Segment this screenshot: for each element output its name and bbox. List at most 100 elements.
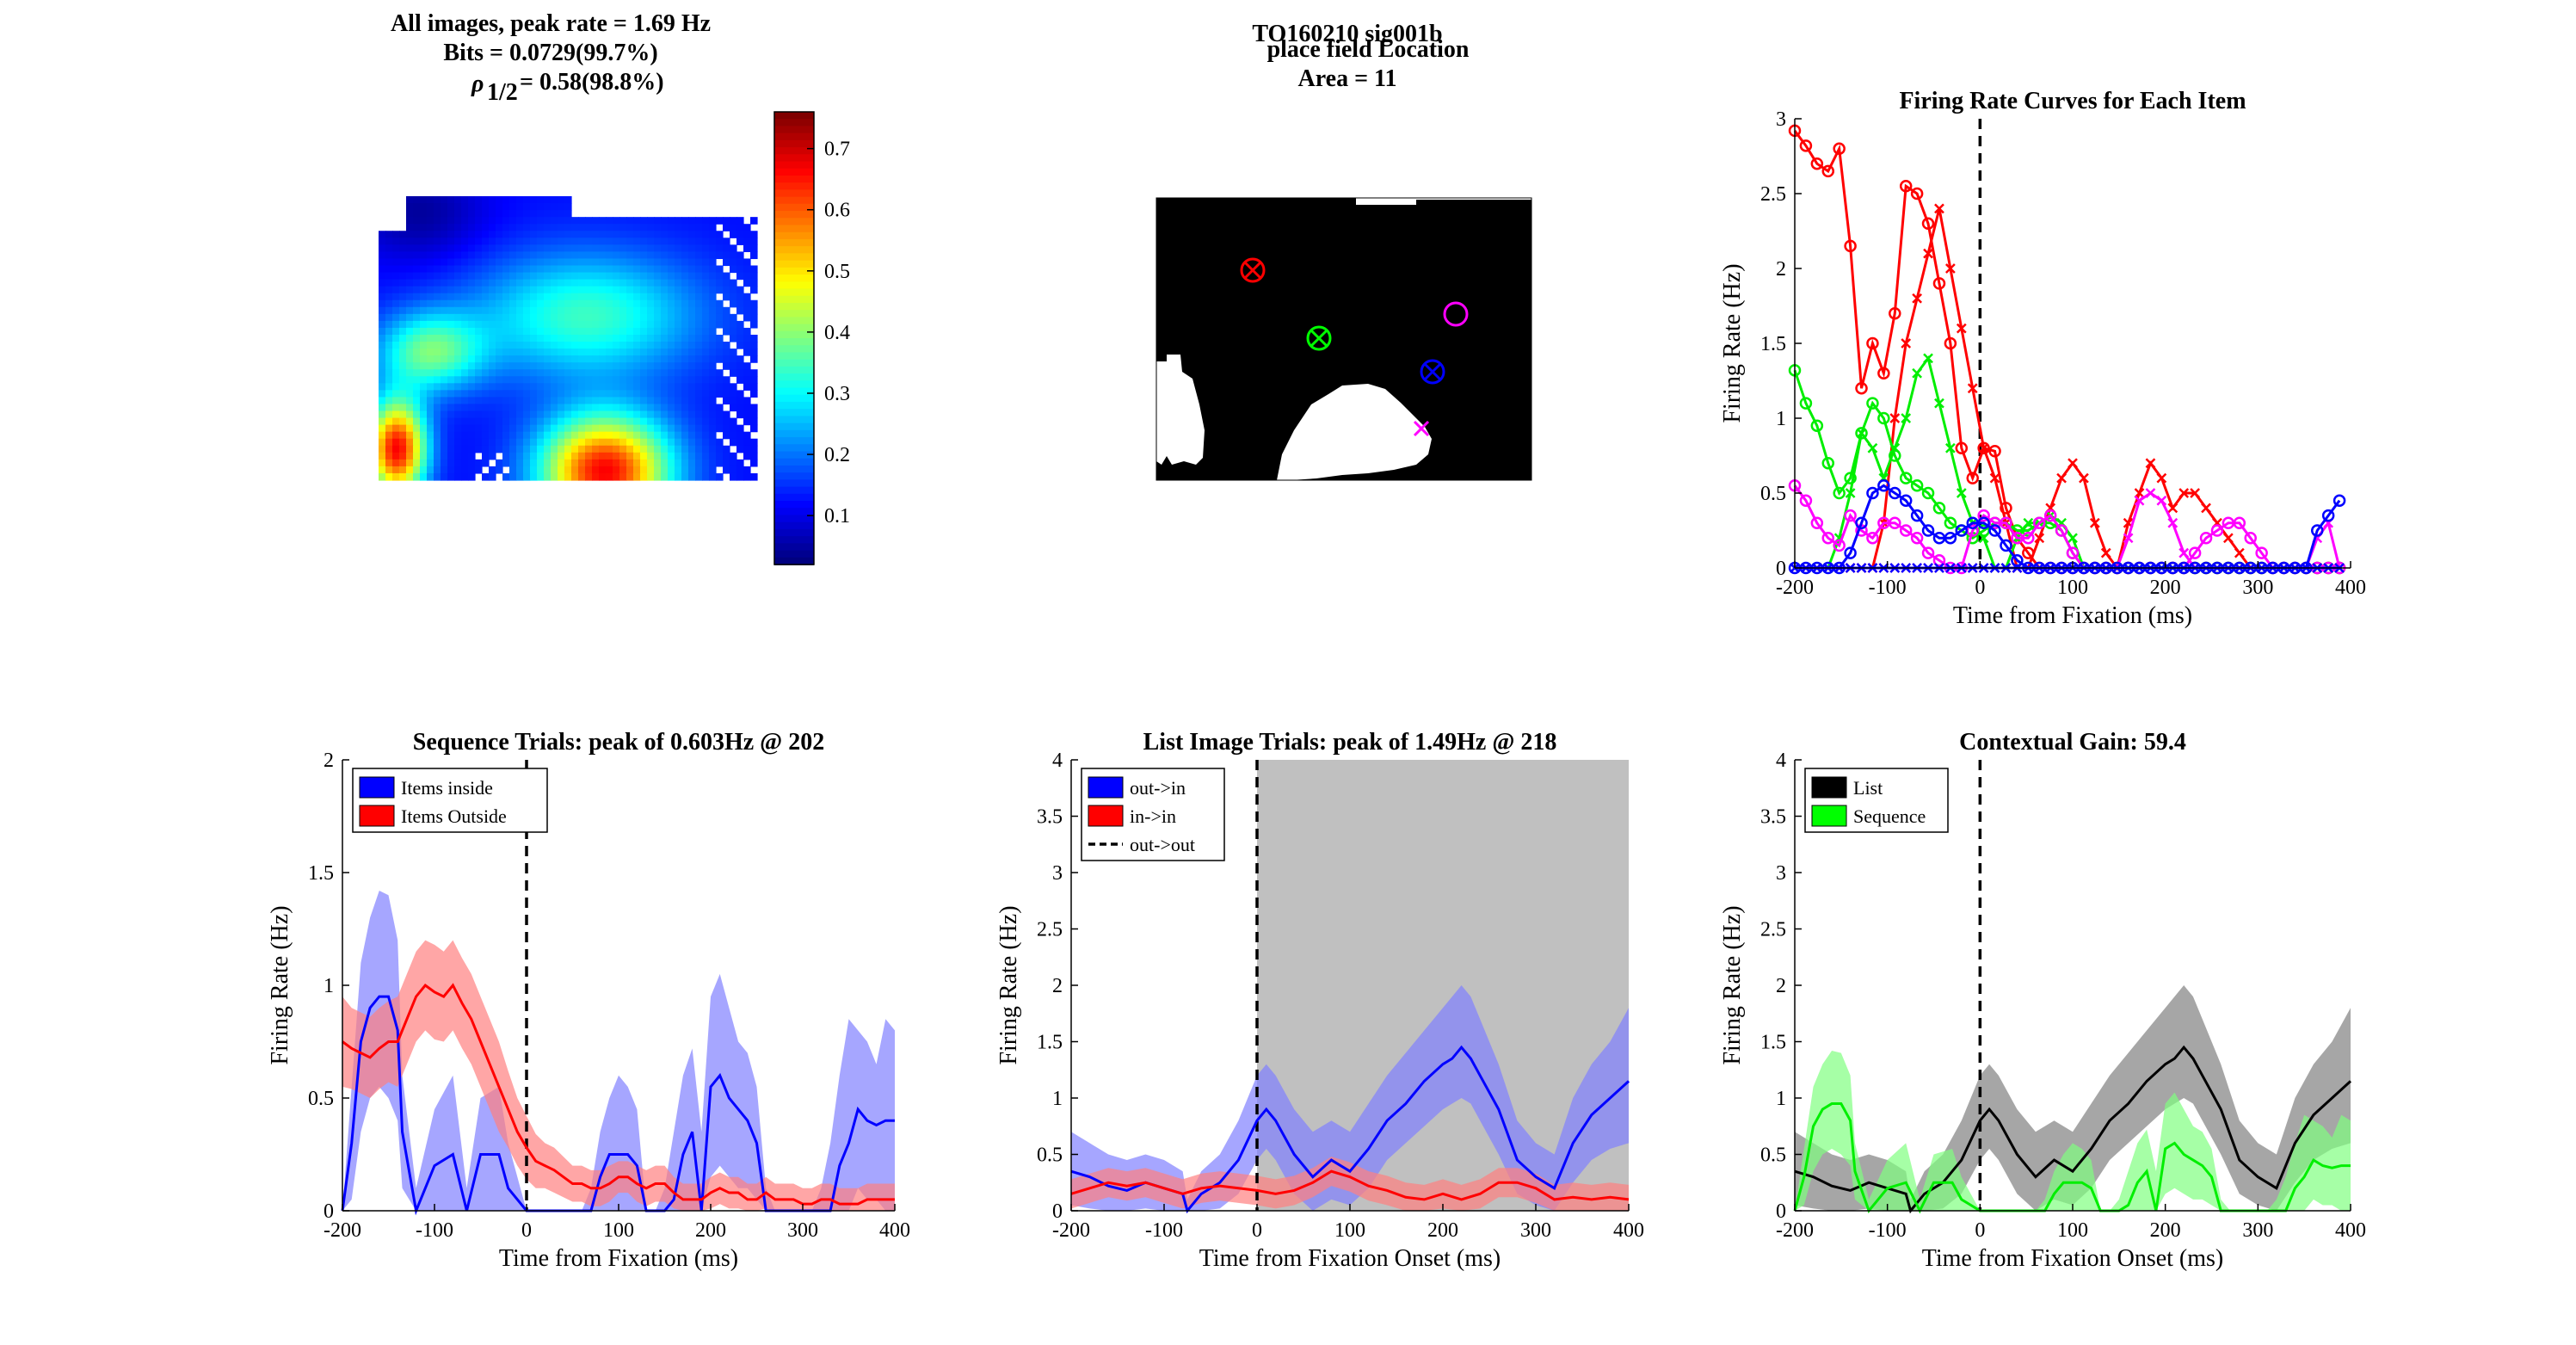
heatmap-cell (654, 299, 662, 308)
heatmap-cell (688, 397, 696, 405)
heatmap-cell (702, 410, 710, 419)
heatmap-cell (523, 210, 531, 218)
heatmap-cell (496, 196, 503, 204)
heatmap-cell (730, 313, 737, 322)
heatmap-cell (468, 438, 476, 447)
heatmap-cell (716, 244, 724, 252)
heatmap-cell (647, 320, 655, 329)
data-point (2043, 509, 2057, 522)
heatmap-cell (599, 342, 607, 349)
heatmap-cell (654, 217, 662, 225)
colorbar-segment (774, 161, 814, 170)
heatmap-cell (544, 349, 552, 356)
heatmap-cell (509, 431, 517, 440)
heatmap-cell (640, 231, 648, 238)
heatmap-cell (434, 244, 441, 252)
heatmap-cell (454, 238, 462, 245)
data-point (1856, 428, 1867, 439)
heatmap-cell (647, 265, 655, 274)
heatmap-cell (461, 355, 469, 363)
heatmap-cell (564, 383, 572, 391)
heatmap-cell (509, 445, 517, 453)
heatmap-cell (613, 231, 620, 238)
heatmap-cell (578, 397, 586, 405)
heatmap-cell (385, 445, 393, 453)
confidence-band (342, 940, 895, 1211)
data-point (1912, 367, 1923, 379)
heatmap-cell (482, 459, 490, 467)
heatmap-cell (468, 306, 476, 315)
heatmap-cell (379, 279, 386, 287)
heatmap-cell (681, 438, 689, 447)
heatmap-cell (681, 258, 689, 267)
heatmap-cell (585, 231, 593, 238)
heatmap-cell (392, 424, 400, 433)
heatmap-cell (379, 251, 386, 260)
heatmap-cell (695, 390, 703, 398)
heatmap-cell (668, 320, 675, 329)
heatmap-cell (571, 466, 579, 474)
heatmap-cell (509, 417, 517, 426)
heatmap-cell (537, 369, 545, 377)
heatmap-cell (385, 306, 393, 315)
heatmap-cell (571, 244, 579, 252)
heatmap-cell (613, 251, 620, 260)
heatmap-cell (482, 217, 490, 225)
heatmap-cell (592, 272, 600, 281)
heatmap-cell (571, 362, 579, 370)
y-tick-label: 0.5 (1760, 483, 1786, 505)
heatmap-cell (399, 231, 407, 238)
heatmap-cell (516, 244, 524, 252)
heatmap-cell (578, 466, 586, 474)
data-point (2034, 533, 2045, 544)
heatmap-cell (434, 299, 441, 308)
heatmap-cell (633, 231, 641, 238)
heatmap-cell (571, 397, 579, 405)
place-field-marker-cross (1413, 420, 1430, 437)
data-point (1944, 442, 1956, 453)
heatmap-cell (688, 417, 696, 426)
heatmap-cell (661, 376, 669, 384)
heatmap-cell (681, 376, 689, 384)
heatmap-cell (482, 258, 490, 267)
heatmap-cell (454, 342, 462, 349)
heatmap-cell (523, 397, 531, 405)
heatmap-cell (709, 258, 717, 267)
heatmap-cell (509, 390, 517, 398)
heatmap-cell (420, 244, 428, 252)
heatmap-cell (385, 244, 393, 252)
place-field-title-line-1: place field Location (1267, 36, 1470, 63)
heatmap-cell (564, 327, 572, 336)
heatmap-cell (544, 196, 552, 204)
heatmap-cell (530, 293, 538, 301)
data-point (2100, 547, 2111, 558)
heatmap-cell (468, 459, 476, 467)
heatmap-cell (571, 327, 579, 336)
heatmap-cell (496, 231, 503, 238)
heatmap-cell (489, 238, 496, 245)
data-point (2310, 524, 2324, 537)
heatmap-cell (702, 369, 710, 377)
heatmap-cell (585, 342, 593, 349)
heatmap-cell (509, 383, 517, 391)
heatmap-cell (537, 286, 545, 294)
heatmap-cell (489, 286, 496, 294)
heatmap-cell (509, 334, 517, 342)
heatmap-cell (475, 334, 483, 342)
x-tick-label: 400 (2335, 1219, 2366, 1242)
heatmap-cell (502, 293, 510, 301)
figure-title: TO160210 sig001b (1252, 21, 1442, 47)
heatmap-cell (743, 293, 751, 301)
heatmap-cell (454, 265, 462, 274)
heatmap-cell (379, 272, 386, 281)
heatmap-cell (468, 342, 476, 349)
heatmap-cell (537, 349, 545, 356)
heatmap-cell (420, 369, 428, 377)
heatmap-cell (668, 376, 675, 384)
heatmap-cell (516, 383, 524, 391)
heatmap-cell (619, 265, 627, 274)
heatmap-cell (585, 438, 593, 447)
heatmap-cell (482, 417, 490, 426)
data-point (1810, 157, 1824, 170)
heatmap-cell (385, 459, 393, 467)
